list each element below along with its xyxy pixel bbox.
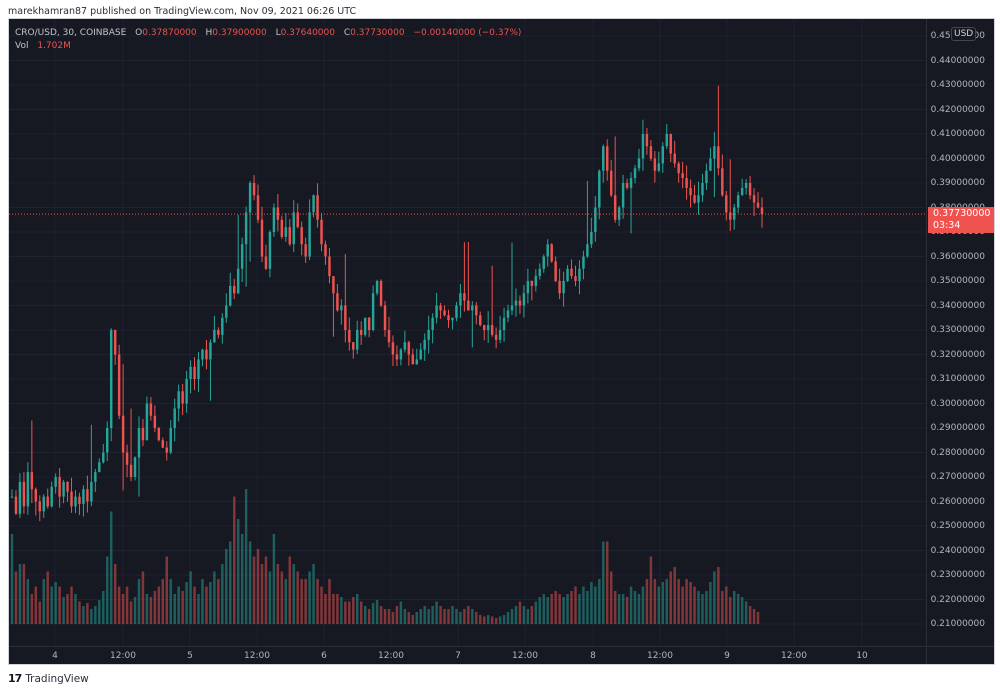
price-tick: 0.27000000 [930,472,985,482]
price-tick: 0.42000000 [930,104,985,115]
legend-ohlc-row: CRO/USD, 30, COINBASE O0.37870000 H0.379… [15,27,521,40]
publish-line: marekhamran87 published on TradingView.c… [8,6,357,17]
volume-label[interactable]: Vol [15,41,29,51]
axis-corner [926,646,994,664]
price-tick: 0.34000000 [930,300,985,311]
price-tick: 0.33000000 [930,325,985,335]
price-tick: 0.39000000 [930,178,985,188]
time-tick: 12:00 [244,651,270,661]
price-tick: 0.22000000 [930,594,985,605]
price-tick: 0.23000000 [930,570,985,580]
time-axis[interactable]: 4 12:00 5 12:00 6 12:00 7 12:00 8 12:00 9 12:00 10 [9,646,994,664]
close-value: 0.37730000 [350,28,405,38]
brand-name: TradingView [25,672,89,685]
open-value: 0.37870000 [142,28,197,38]
price-tick: 0.35000000 [930,276,985,286]
price-tick: 0.25000000 [930,521,985,531]
time-tick: 7 [455,651,461,661]
time-tick: 12:00 [647,651,673,661]
high-label: H [205,28,213,38]
time-tick: 6 [321,651,327,661]
close-label: C [343,28,351,38]
high-value: 0.37900000 [212,28,267,38]
price-tick: 0.26000000 [930,496,985,507]
symbol-label[interactable]: CRO/USD, 30, COINBASE [15,28,127,38]
time-tick: 12:00 [512,651,538,661]
current-price-value: 0.37730000 [933,208,991,220]
price-tick: 0.36000000 [930,251,985,262]
chart-legend: CRO/USD, 30, COINBASE O0.37870000 H0.379… [15,27,521,53]
time-tick: 10 [856,651,868,661]
time-tick: 12:00 [378,651,404,661]
price-tick: 0.31000000 [930,374,985,384]
time-tick: 4 [52,651,58,661]
time-tick: 12:00 [781,651,807,661]
chart-container[interactable]: CRO/USD, 30, COINBASE O0.37870000 H0.379… [8,18,995,665]
time-tick: 12:00 [110,651,136,661]
time-tick: 5 [187,651,193,661]
low-value: 0.37640000 [280,28,335,38]
price-tick: 0.32000000 [930,349,985,360]
currency-badge[interactable]: USD [951,27,977,41]
tradingview-logo-icon: 17 [8,672,22,685]
volume-value: 1.702M [37,41,71,51]
open-label: O [135,28,143,38]
price-tick: 0.43000000 [930,80,985,90]
price-tick: 0.41000000 [930,129,985,139]
candlestick-plot[interactable] [9,19,926,646]
bar-countdown: 03:34 [933,220,961,232]
price-tick: 0.28000000 [930,447,985,458]
low-label: L [275,28,281,38]
price-tick: 0.29000000 [930,423,985,433]
price-tick: 0.44000000 [930,55,985,66]
change-value: −0.00140000 (−0.37%) [413,28,522,38]
price-tick: 0.24000000 [930,545,985,556]
price-tick: 0.40000000 [930,153,985,164]
price-axis[interactable]: USD 0.37730000 03:34 0.450000000.4400000… [926,19,994,646]
tradingview-brand[interactable]: 17 TradingView [8,672,89,685]
current-price-label: 0.37730000 03:34 [928,207,994,234]
time-tick: 9 [724,651,730,661]
price-tick: 0.30000000 [930,398,985,409]
legend-volume-row: Vol 1.702M [15,40,521,53]
time-tick: 8 [590,651,596,661]
price-tick: 0.21000000 [930,619,985,629]
